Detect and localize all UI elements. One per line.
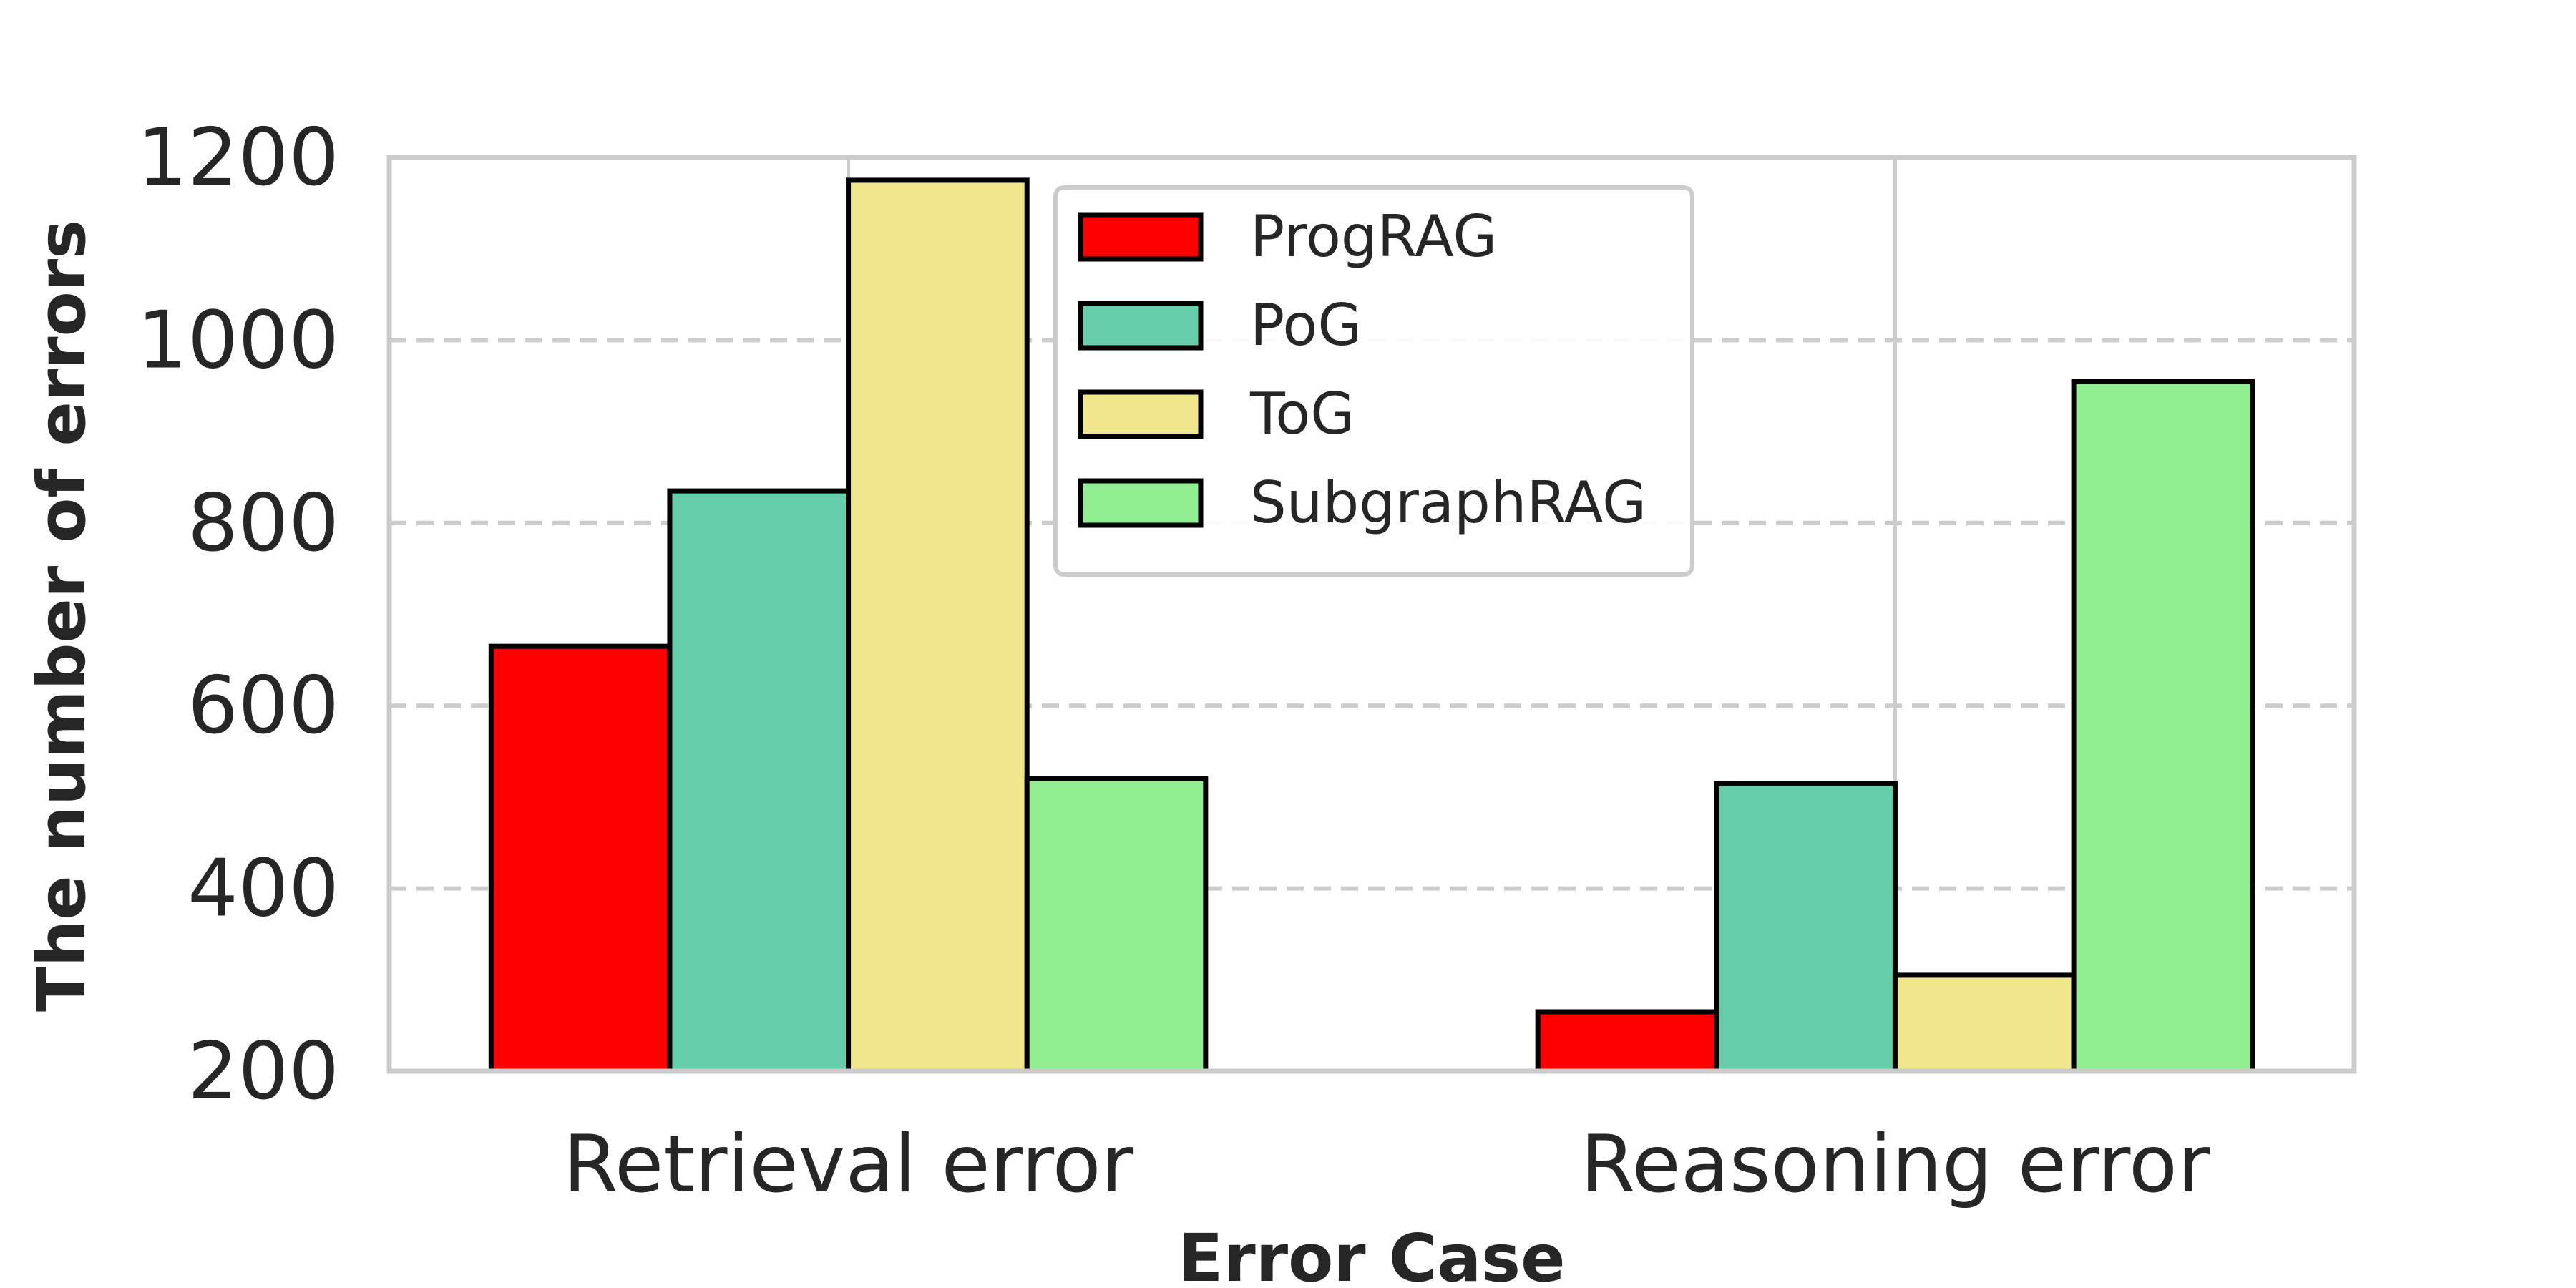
y-tick-label: 1200 <box>137 112 340 204</box>
x-axis-ticks: Retrieval error Reasoning error <box>563 1118 2210 1211</box>
legend-label-prograg: ProgRAG <box>1250 203 1497 270</box>
plot-frame <box>386 155 2357 1074</box>
bar-pog-1 <box>1714 781 1898 1074</box>
y-axis-label: The number of errors <box>24 220 100 1012</box>
legend-label-subgraphrag: SubgraphRAG <box>1250 469 1646 536</box>
y-axis-ticks: 200 400 600 800 1000 1200 <box>137 112 340 1118</box>
x-axis-label: Error Case <box>1179 1220 1566 1288</box>
y-tick-label: 1000 <box>137 294 340 386</box>
bar-subgraphrag-1 <box>2071 379 2255 1074</box>
x-tick-label: Retrieval error <box>563 1118 1134 1211</box>
legend-box <box>1053 185 1694 577</box>
y-tick-label: 200 <box>187 1025 339 1118</box>
y-tick-label: 400 <box>187 843 339 935</box>
x-tick-label: Reasoning error <box>1580 1118 2210 1211</box>
bar-subgraphrag-0 <box>1024 776 1209 1074</box>
legend-swatch-tog <box>1078 389 1204 439</box>
legend-label-pog: PoG <box>1250 292 1362 358</box>
legend-swatch-prograg <box>1078 212 1204 262</box>
legend-swatch-pog <box>1078 301 1204 351</box>
legend-label-tog: ToG <box>1249 381 1355 447</box>
bars <box>488 177 2255 1074</box>
bar-prograg-1 <box>1535 1009 1719 1074</box>
legend: ProgRAG PoG ToG SubgraphRAG <box>1053 185 1694 577</box>
y-tick-label: 800 <box>187 477 339 570</box>
bar-tog-1 <box>1892 972 2077 1074</box>
bar-prograg-0 <box>488 643 673 1074</box>
legend-swatch-subgraphrag <box>1078 478 1204 528</box>
bar-tog-0 <box>846 177 1030 1074</box>
bar-pog-0 <box>667 488 852 1074</box>
y-tick-label: 600 <box>187 660 339 752</box>
